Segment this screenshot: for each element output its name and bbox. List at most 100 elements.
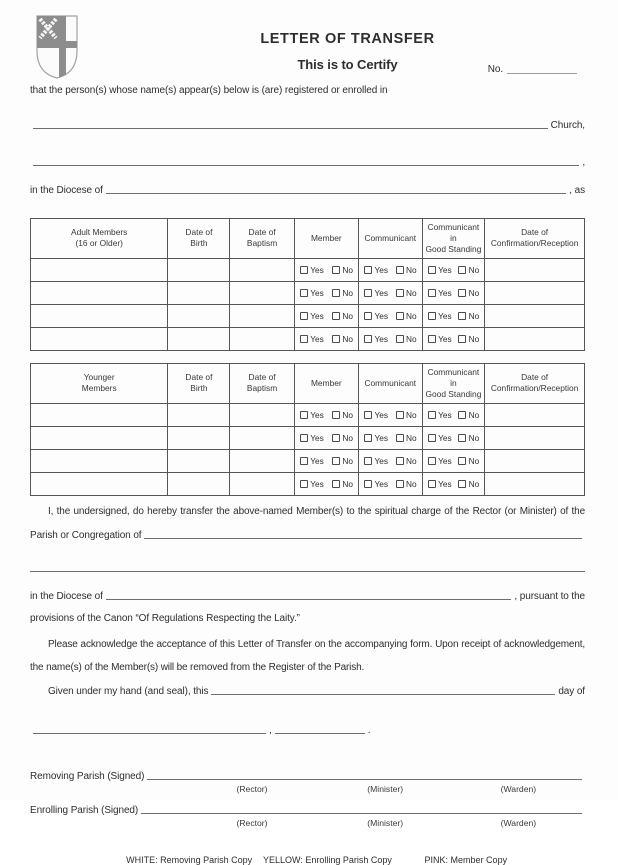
day-field[interactable] [211,693,556,695]
good-standing-checkbox-cell: Yes No [421,402,486,427]
checkbox-yes[interactable]: Yes [427,479,452,489]
checkbox-no[interactable]: No [395,456,417,466]
checkbox-yes[interactable]: Yes [363,265,388,275]
checkbox-yes[interactable]: Yes [299,479,324,489]
checkbox-yes[interactable]: Yes [363,456,388,466]
church-name-field-2[interactable] [33,164,580,166]
date-of-baptism-cell[interactable] [229,425,295,450]
date-of-baptism-cell[interactable] [229,402,295,427]
confirmation-date-cell[interactable] [484,257,585,282]
checkbox-no[interactable]: No [395,265,417,275]
checkbox-no[interactable]: No [395,334,417,344]
checkbox-yes[interactable]: Yes [427,410,452,420]
checkbox-no[interactable]: No [395,479,417,489]
checkbox-no[interactable]: No [458,479,479,489]
name-cell[interactable] [29,402,169,427]
diocese-field[interactable] [105,192,567,194]
checkbox-icon [363,311,372,320]
checkbox-yes[interactable]: Yes [363,410,388,420]
checkbox-no[interactable]: No [458,433,479,443]
checkbox-no[interactable]: No [458,265,479,275]
checkbox-yes[interactable]: Yes [299,288,324,298]
checkbox-icon [395,410,404,419]
checkbox-yes[interactable]: Yes [427,311,452,321]
checkbox-yes[interactable]: Yes [427,265,452,275]
checkbox-yes[interactable]: Yes [363,334,388,344]
name-cell[interactable] [29,471,169,496]
yes-no-group: Yes No [295,433,358,443]
year-field[interactable] [274,732,365,734]
checkbox-yes[interactable]: Yes [363,288,388,298]
checkbox-no[interactable]: No [458,334,479,344]
checkbox-yes[interactable]: Yes [363,433,388,443]
checkbox-yes[interactable]: Yes [299,265,324,275]
confirmation-date-cell[interactable] [484,448,585,473]
checkbox-no[interactable]: No [458,456,479,466]
date-of-birth-cell[interactable] [167,326,231,351]
checkbox-no[interactable]: No [331,456,353,466]
checkbox-no[interactable]: No [331,479,353,489]
checkbox-yes[interactable]: Yes [427,433,452,443]
confirmation-date-cell[interactable] [484,402,585,427]
no-number-field[interactable] [507,73,577,74]
yes-no-group: Yes No [295,265,358,275]
date-of-baptism-cell[interactable] [229,257,295,282]
checkbox-no[interactable]: No [331,433,353,443]
enrolling-signature-field[interactable] [141,812,582,814]
checkbox-no[interactable]: No [458,311,479,321]
checkbox-no[interactable]: No [331,288,353,298]
checkbox-yes[interactable]: Yes [299,410,324,420]
checkbox-yes[interactable]: Yes [427,288,452,298]
name-cell[interactable] [29,425,169,450]
parish-congregation-field[interactable] [144,537,582,539]
date-of-birth-cell[interactable] [167,425,231,450]
checkbox-no[interactable]: No [395,433,417,443]
date-of-baptism-cell[interactable] [229,280,295,305]
confirmation-date-cell[interactable] [484,280,585,305]
checkbox-yes[interactable]: Yes [427,456,452,466]
name-cell[interactable] [29,257,169,282]
checkbox-no[interactable]: No [395,311,417,321]
date-of-baptism-cell[interactable] [229,326,295,351]
confirmation-date-cell[interactable] [484,425,585,450]
checkbox-yes[interactable]: Yes [299,456,324,466]
checkbox-yes[interactable]: Yes [299,334,324,344]
confirmation-date-cell[interactable] [484,326,585,351]
church-name-field[interactable] [33,127,548,129]
checkbox-yes[interactable]: Yes [363,479,388,489]
date-of-birth-cell[interactable] [167,471,231,496]
date-of-birth-cell[interactable] [167,402,231,427]
date-of-baptism-cell[interactable] [229,471,295,496]
name-cell[interactable] [29,303,169,328]
checkbox-no[interactable]: No [395,410,417,420]
checkbox-no[interactable]: No [458,288,479,298]
parish-congregation-field-2[interactable] [30,570,585,572]
date-of-baptism-cell[interactable] [229,448,295,473]
checkbox-yes[interactable]: Yes [299,311,324,321]
good-standing-checkbox-cell: Yes No [421,326,486,351]
checkbox-no[interactable]: No [458,410,479,420]
confirmation-date-cell[interactable] [484,303,585,328]
removing-signature-field[interactable] [147,778,582,780]
checkbox-no[interactable]: No [331,334,353,344]
date-of-birth-cell[interactable] [167,303,231,328]
checkbox-yes[interactable]: Yes [427,334,452,344]
date-of-birth-cell[interactable] [167,280,231,305]
name-cell[interactable] [29,448,169,473]
checkbox-no[interactable]: No [331,311,353,321]
transfer-diocese-field[interactable] [105,598,512,600]
member-checkbox-cell: Yes No [293,425,359,450]
checkbox-no[interactable]: No [331,265,353,275]
date-of-birth-cell[interactable] [167,257,231,282]
checkbox-no[interactable]: No [331,410,353,420]
name-cell[interactable] [29,280,169,305]
date-of-baptism-cell[interactable] [229,303,295,328]
checkbox-no[interactable]: No [395,288,417,298]
checkbox-yes[interactable]: Yes [299,433,324,443]
date-of-birth-cell[interactable] [167,448,231,473]
month-field[interactable] [33,732,266,734]
checkbox-yes[interactable]: Yes [363,311,388,321]
confirmation-date-cell[interactable] [484,471,585,496]
name-cell[interactable] [29,326,169,351]
minister-label: (Minister) [367,817,404,828]
